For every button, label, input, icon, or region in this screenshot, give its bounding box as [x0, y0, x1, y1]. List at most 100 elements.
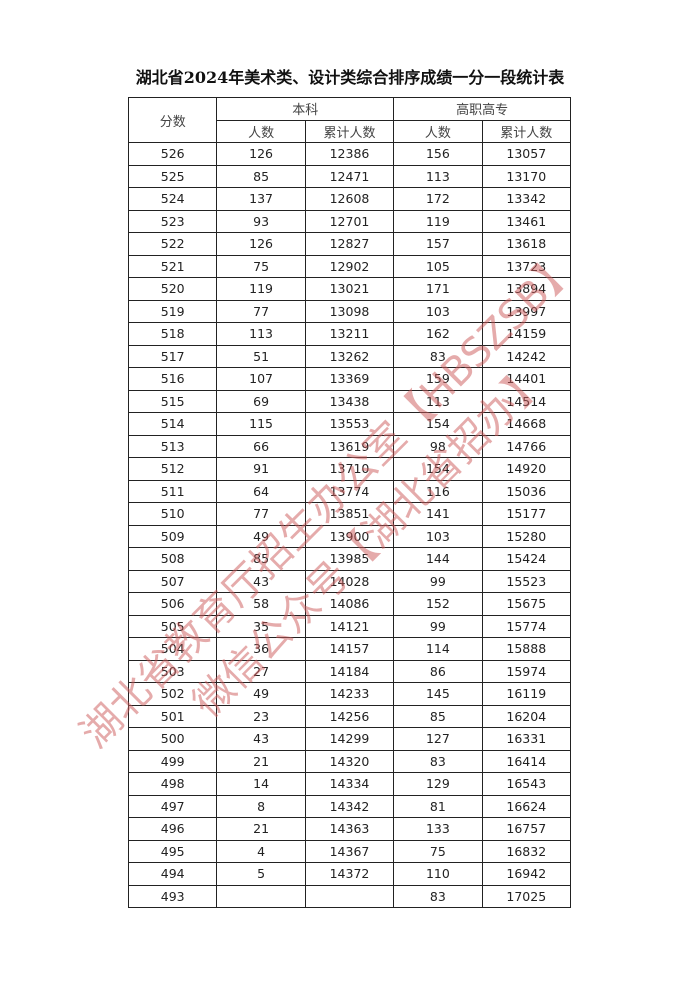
table-row: 502 49 14233 145 16119 [127, 682, 572, 706]
score-cell: 524 [127, 187, 218, 211]
vocational-cumulative-cell: 16119 [481, 682, 572, 706]
vocational-count-cell: 162 [393, 322, 483, 346]
undergrad-cumulative-cell: 13098 [304, 299, 395, 323]
undergrad-count-cell: 137 [216, 187, 306, 211]
score-cell: 510 [127, 502, 218, 526]
vocational-count-cell: 119 [393, 209, 483, 233]
vocational-count-cell: 99 [393, 614, 483, 638]
undergrad-count-cell: 115 [216, 412, 306, 436]
vocational-count-cell: 114 [393, 637, 483, 661]
score-cell: 513 [127, 434, 218, 458]
undergrad-cumulative-cell: 13619 [304, 434, 395, 458]
table-row: 519 77 13098 103 13997 [127, 299, 572, 323]
undergrad-cumulative-cell: 13710 [304, 457, 395, 481]
table-row: 498 14 14334 129 16543 [127, 772, 572, 796]
undergrad-cumulative-cell: 14367 [304, 839, 395, 863]
vocational-cumulative-cell: 16942 [481, 862, 572, 886]
vocational-cumulative-cell: 14159 [481, 322, 572, 346]
table-row: 504 36 14157 114 15888 [127, 637, 572, 661]
header-score: 分数 [127, 97, 218, 143]
vocational-cumulative-cell: 14920 [481, 457, 572, 481]
undergrad-cumulative-cell: 13553 [304, 412, 395, 436]
table-row: 512 91 13710 154 14920 [127, 457, 572, 481]
score-cell: 500 [127, 727, 218, 751]
score-cell: 505 [127, 614, 218, 638]
undergrad-cumulative-cell: 14028 [304, 569, 395, 593]
score-cell: 494 [127, 862, 218, 886]
vocational-cumulative-cell: 14514 [481, 389, 572, 413]
vocational-cumulative-cell: 15974 [481, 659, 572, 683]
vocational-cumulative-cell: 17025 [481, 884, 572, 908]
vocational-cumulative-cell: 14242 [481, 344, 572, 368]
undergrad-count-cell: 126 [216, 142, 306, 166]
vocational-count-cell: 141 [393, 502, 483, 526]
undergrad-cumulative-cell: 12701 [304, 209, 395, 233]
table-body: 526 126 12386 156 13057 525 85 12471 113 13170 524… [127, 142, 572, 908]
undergrad-cumulative-cell: 14256 [304, 704, 395, 728]
table-row: 500 43 14299 127 16331 [127, 727, 572, 751]
undergrad-count-cell: 64 [216, 479, 306, 503]
undergrad-count-cell: 75 [216, 254, 306, 278]
score-cell: 511 [127, 479, 218, 503]
table-row: 509 49 13900 103 15280 [127, 524, 572, 548]
undergrad-cumulative-cell: 12608 [304, 187, 395, 211]
vocational-count-cell: 154 [393, 457, 483, 481]
undergrad-cumulative-cell: 14342 [304, 794, 395, 818]
undergrad-count-cell: 23 [216, 704, 306, 728]
undergrad-cumulative-cell: 13438 [304, 389, 395, 413]
header-undergrad-cumulative: 累计人数 [304, 119, 395, 143]
vocational-count-cell: 127 [393, 727, 483, 751]
score-cell: 498 [127, 772, 218, 796]
table-row: 520 119 13021 171 13894 [127, 277, 572, 301]
score-cell: 493 [127, 884, 218, 908]
score-cell: 521 [127, 254, 218, 278]
table-row: 522 126 12827 157 13618 [127, 232, 572, 256]
score-cell: 497 [127, 794, 218, 818]
header-undergrad: 本科 [216, 97, 395, 121]
table-row: 508 85 13985 144 15424 [127, 547, 572, 571]
vocational-count-cell: 103 [393, 299, 483, 323]
vocational-cumulative-cell: 16624 [481, 794, 572, 818]
undergrad-count-cell: 69 [216, 389, 306, 413]
table-row: 493 83 17025 [127, 884, 572, 908]
header-vocational: 高职高专 [393, 97, 571, 121]
undergrad-cumulative-cell: 13774 [304, 479, 395, 503]
undergrad-cumulative-cell: 12827 [304, 232, 395, 256]
vocational-count-cell: 144 [393, 547, 483, 571]
undergrad-cumulative-cell: 14233 [304, 682, 395, 706]
vocational-count-cell: 103 [393, 524, 483, 548]
table-row: 523 93 12701 119 13461 [127, 209, 572, 233]
score-cell: 508 [127, 547, 218, 571]
vocational-count-cell: 105 [393, 254, 483, 278]
score-cell: 525 [127, 164, 218, 188]
vocational-cumulative-cell: 16543 [481, 772, 572, 796]
table-row: 494 5 14372 110 16942 [127, 862, 572, 886]
undergrad-count-cell: 85 [216, 547, 306, 571]
vocational-count-cell: 154 [393, 412, 483, 436]
table-row: 507 43 14028 99 15523 [127, 569, 572, 593]
undergrad-cumulative-cell: 13985 [304, 547, 395, 571]
vocational-cumulative-cell: 15888 [481, 637, 572, 661]
undergrad-count-cell: 14 [216, 772, 306, 796]
undergrad-cumulative-cell: 13211 [304, 322, 395, 346]
vocational-cumulative-cell: 16331 [481, 727, 572, 751]
score-cell: 516 [127, 367, 218, 391]
score-cell: 515 [127, 389, 218, 413]
vocational-cumulative-cell: 13618 [481, 232, 572, 256]
undergrad-cumulative-cell: 12902 [304, 254, 395, 278]
score-cell: 519 [127, 299, 218, 323]
table-row: 514 115 13553 154 14668 [127, 412, 572, 436]
undergrad-cumulative-cell [304, 884, 395, 908]
undergrad-count-cell: 21 [216, 817, 306, 841]
score-cell: 512 [127, 457, 218, 481]
undergrad-cumulative-cell: 13369 [304, 367, 395, 391]
table-row: 496 21 14363 133 16757 [127, 817, 572, 841]
vocational-count-cell: 83 [393, 749, 483, 773]
vocational-cumulative-cell: 16757 [481, 817, 572, 841]
vocational-cumulative-cell: 15280 [481, 524, 572, 548]
undergrad-cumulative-cell: 14363 [304, 817, 395, 841]
vocational-cumulative-cell: 15036 [481, 479, 572, 503]
table-row: 525 85 12471 113 13170 [127, 164, 572, 188]
vocational-cumulative-cell: 13723 [481, 254, 572, 278]
undergrad-count-cell: 51 [216, 344, 306, 368]
